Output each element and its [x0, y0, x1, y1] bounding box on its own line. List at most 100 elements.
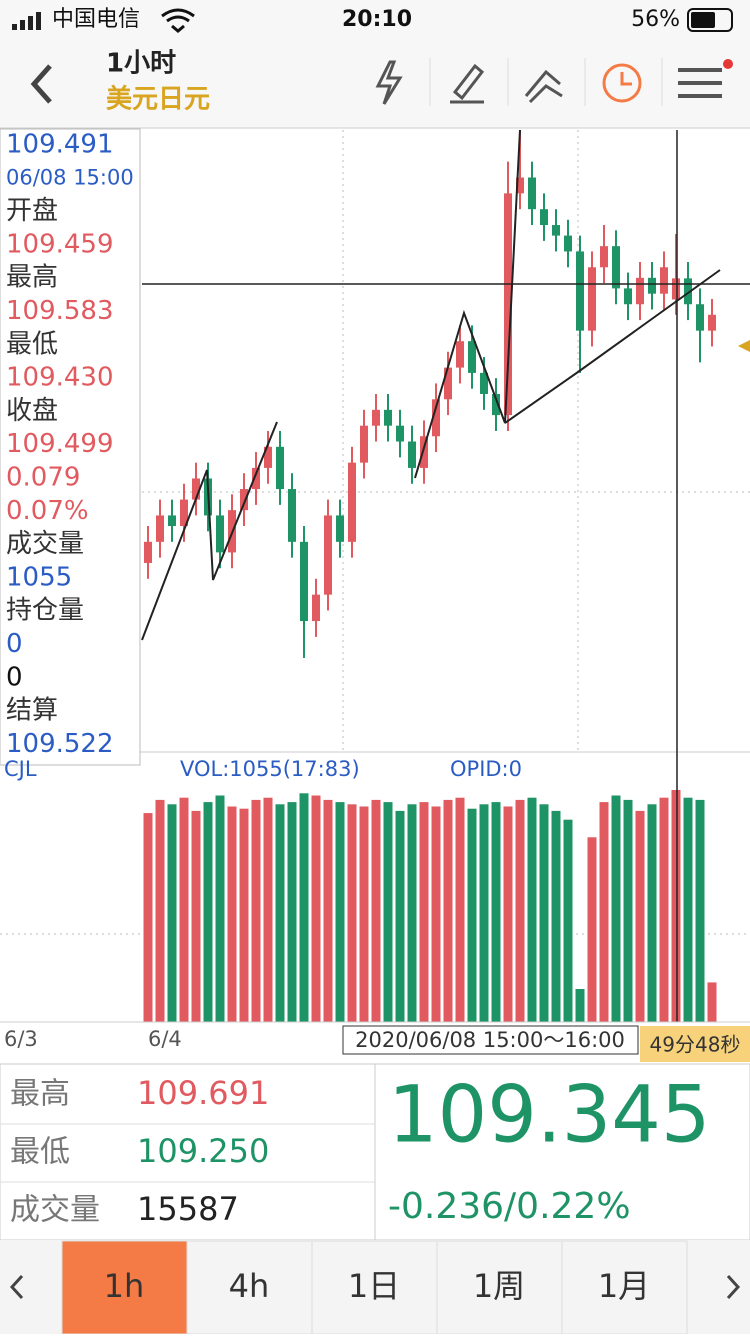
volume-bar	[407, 804, 417, 1022]
candle-body	[180, 499, 188, 526]
tab[interactable]	[61, 1240, 188, 1335]
menu-button[interactable]	[678, 68, 722, 98]
volume-bar	[275, 804, 285, 1022]
volume-bar	[527, 797, 537, 1022]
info-text: 最高	[6, 263, 58, 293]
volume-bar	[671, 790, 681, 1022]
candle-body	[636, 277, 644, 305]
volume-bar	[191, 810, 201, 1022]
last-price: 109.345	[388, 1070, 711, 1160]
candle-body	[648, 277, 656, 294]
indicator-button[interactable]	[524, 69, 563, 104]
volume-bar	[683, 797, 693, 1022]
info-text: 0	[6, 662, 23, 692]
clock-button[interactable]	[602, 63, 642, 103]
volume-bar	[227, 806, 237, 1022]
candle-body	[492, 394, 500, 416]
volume-bar	[623, 799, 633, 1022]
candle-body	[372, 409, 380, 426]
candle-body	[660, 267, 668, 294]
info-text: 109.491	[6, 130, 114, 160]
candle-body	[432, 399, 440, 437]
stat-label: 最低	[10, 1135, 70, 1170]
stat-value: 109.691	[137, 1074, 269, 1112]
volume-bar	[707, 982, 717, 1022]
price-change: -0.236/0.22%	[388, 1186, 631, 1227]
candle-body	[420, 436, 428, 468]
candle-body	[672, 278, 680, 300]
volume-bar	[203, 802, 213, 1022]
tabs: 1h 4h 1日 1周 1月	[61, 1240, 688, 1335]
info-text: 开盘	[6, 196, 58, 226]
volume-bar	[659, 797, 669, 1022]
volume-label: OPID:0	[450, 757, 522, 781]
volume-bar	[347, 804, 357, 1022]
battery-fill	[691, 12, 715, 28]
candle-body	[360, 425, 368, 463]
candle-body	[396, 425, 404, 442]
tabs-next[interactable]	[726, 1274, 741, 1300]
candle-body	[252, 467, 260, 490]
volume-bar	[575, 989, 585, 1022]
date-label: 6/4	[148, 1027, 182, 1051]
info-text: 1055	[6, 562, 72, 592]
candle-body	[324, 515, 332, 595]
volume-label: VOL:1055(17:83)	[180, 757, 360, 781]
tab-label: 1h	[104, 1267, 145, 1305]
candle-body	[192, 478, 200, 500]
info-text: 109.499	[6, 429, 114, 459]
flash-button[interactable]	[375, 60, 403, 105]
candle-body	[300, 541, 308, 622]
range-box	[342, 1025, 639, 1055]
info-text: 收盘	[6, 396, 58, 426]
info-text: 109.583	[6, 296, 114, 326]
candle-body	[168, 515, 176, 526]
volume-bar	[155, 799, 165, 1022]
volume-bar	[215, 795, 225, 1022]
carrier: 中国电信	[52, 7, 140, 32]
candle-body	[468, 341, 476, 373]
candle-body	[408, 441, 416, 468]
candle-body	[696, 304, 704, 331]
info-text: 最低	[6, 329, 58, 359]
candle-body	[600, 246, 608, 268]
draw-button[interactable]	[450, 63, 485, 104]
info-panel	[0, 128, 141, 766]
battery-level: 56%	[631, 7, 680, 32]
stat-value: 109.250	[137, 1132, 269, 1170]
volume-bar	[323, 799, 333, 1022]
back-button[interactable]	[30, 64, 52, 104]
candle-body	[336, 515, 344, 542]
tabs-prev[interactable]	[9, 1274, 24, 1300]
candle-body	[348, 462, 356, 542]
info-text: 109.459	[6, 229, 114, 259]
candle-body	[312, 594, 320, 622]
volume-bar	[383, 802, 393, 1022]
volume-bar	[263, 797, 273, 1022]
volume-label: CJL	[4, 757, 37, 781]
volume-bar	[179, 797, 189, 1022]
symbol-name: 美元日元	[106, 84, 210, 115]
battery-icon	[687, 8, 733, 32]
candle-body	[576, 251, 584, 331]
signal-icon	[12, 12, 41, 30]
volume-bar	[395, 810, 405, 1022]
candle-body	[444, 367, 452, 400]
volume-bar	[551, 810, 561, 1022]
volume-bar	[467, 808, 477, 1022]
candle-body	[612, 246, 620, 289]
volume-bar	[419, 802, 429, 1022]
volume-bar	[239, 808, 249, 1022]
volume-bar	[539, 804, 549, 1022]
candle-body	[456, 341, 464, 368]
tab[interactable]	[561, 1240, 688, 1335]
tab[interactable]	[436, 1240, 563, 1335]
candle-body	[552, 225, 560, 236]
stat-label: 最高	[10, 1077, 70, 1112]
candle-body	[144, 541, 152, 563]
info-text: 0	[6, 629, 23, 659]
volume-bar	[311, 795, 321, 1022]
volume-bar	[335, 802, 345, 1022]
trend-lines	[141, 129, 721, 641]
candle-body	[384, 409, 392, 426]
